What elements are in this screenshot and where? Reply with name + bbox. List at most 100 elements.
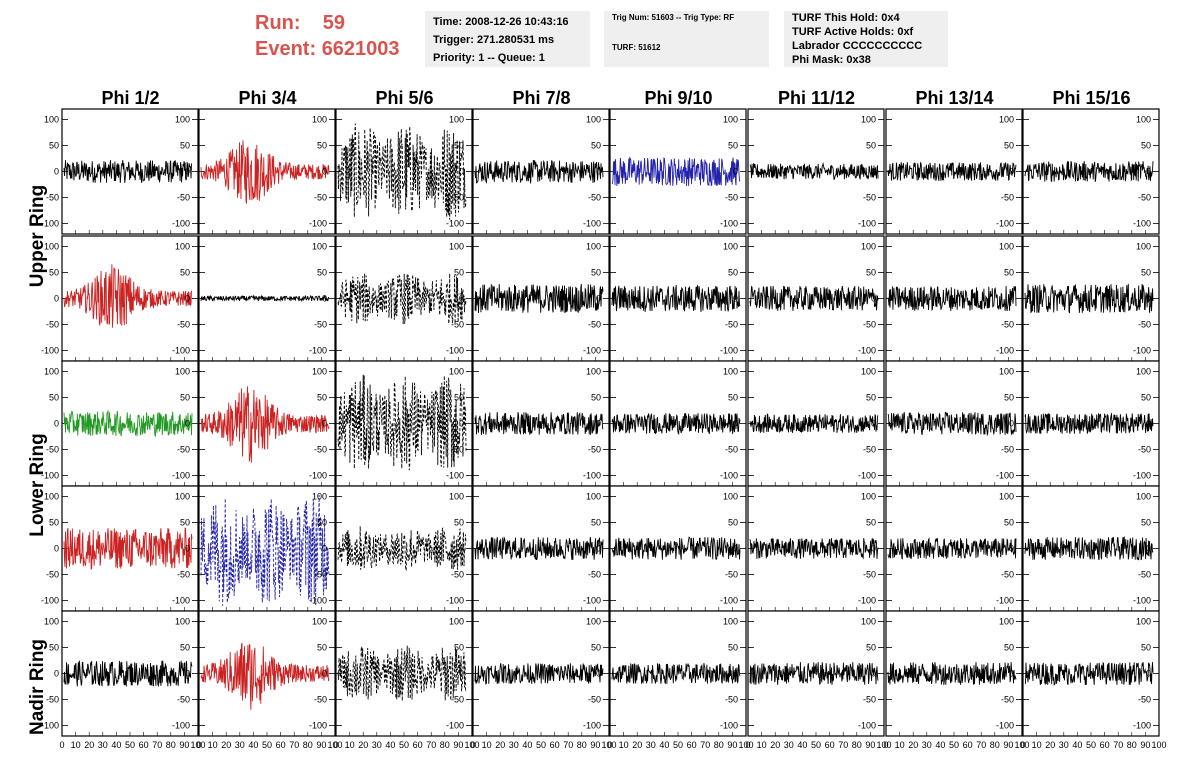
y-tick-r1-c1-2: 0: [185, 167, 190, 177]
y-tick-r4-c1-0: 100: [175, 491, 190, 501]
waveform-r5-c7: [887, 662, 1017, 685]
waveform-r4-c7: [887, 537, 1017, 560]
y-tick-r3-c6-3: -50: [863, 445, 876, 455]
y-tick-r3-c3-3: -50: [451, 445, 464, 455]
panel-r5-c5: [609, 610, 747, 737]
y-tick-r1-c7-1: 50: [1004, 140, 1014, 150]
waveform-r5-c2: [200, 642, 330, 710]
x-tick-c6-7: 70: [838, 740, 848, 750]
y-tick-r2-c1-3: -50: [177, 320, 190, 330]
x-tick-c5-5: 50: [673, 740, 683, 750]
y-tick-r5-c7-4: -100: [996, 721, 1014, 731]
y-tick-r1-c8-0: 100: [1136, 114, 1151, 124]
x-tick-c1-7: 70: [152, 740, 162, 750]
y-tick-r3-c3-4: -100: [446, 471, 464, 481]
x-tick-c1-0: 0: [59, 740, 64, 750]
panel-r3-c1: [61, 360, 199, 487]
panel-r1-c2: [198, 108, 336, 235]
x-tick-c4-3: 30: [509, 740, 519, 750]
y-tick-r5-c3-1: 50: [454, 642, 464, 652]
event-row: Event: 6621003: [255, 36, 400, 62]
y-tick-r1-c4-2: 0: [596, 167, 601, 177]
y-tick-r4-c6-4: -100: [858, 596, 876, 606]
y-tick-r3-c1-2: 0: [185, 419, 190, 429]
y-tick-left-r1-4: -100: [41, 219, 59, 229]
y-tick-r1-c7-4: -100: [996, 219, 1014, 229]
panel-r2-c5: [609, 235, 747, 362]
y-tick-r2-c7-1: 50: [1004, 267, 1014, 277]
x-tick-c5-8: 80: [714, 740, 724, 750]
run-value: 59: [322, 12, 346, 34]
x-tick-c8-3: 30: [1059, 740, 1069, 750]
y-tick-r4-c5-2: 0: [733, 544, 738, 554]
y-tick-left-r5-0: 100: [44, 616, 59, 626]
y-tick-r2-c2-2: 0: [322, 294, 327, 304]
panel-r4-c6: [747, 485, 885, 612]
y-tick-r3-c8-0: 100: [1136, 366, 1151, 376]
y-tick-r4-c6-3: -50: [863, 570, 876, 580]
panel-r4-c5: [609, 485, 747, 612]
y-tick-left-r2-2: 0: [54, 294, 59, 304]
y-tick-r2-c6-2: 0: [871, 294, 876, 304]
y-tick-r3-c4-1: 50: [591, 392, 601, 402]
panel-r3-c3: [335, 360, 473, 487]
y-tick-r2-c8-1: 50: [1141, 267, 1151, 277]
panel-r5-c1: [61, 610, 199, 737]
y-tick-left-r4-2: 0: [54, 544, 59, 554]
panel-r2-c2: [198, 235, 336, 362]
y-tick-r3-c2-2: 0: [322, 419, 327, 429]
y-tick-r5-c5-1: 50: [728, 642, 738, 652]
y-tick-r5-c5-0: 100: [723, 616, 738, 626]
time-line: Time: 2008-12-26 10:43:16: [433, 16, 569, 28]
y-tick-r1-c8-2: 0: [1146, 167, 1151, 177]
y-tick-r1-c1-3: -50: [177, 193, 190, 203]
y-tick-r1-c4-3: -50: [588, 193, 601, 203]
y-tick-r5-c1-1: 50: [180, 642, 190, 652]
y-tick-r5-c5-3: -50: [725, 695, 738, 705]
y-tick-r3-c1-3: -50: [177, 445, 190, 455]
x-tick-c2-0: 0: [196, 740, 201, 750]
x-tick-c1-4: 40: [111, 740, 121, 750]
y-tick-r5-c1-2: 0: [185, 669, 190, 679]
y-tick-r4-c7-2: 0: [1009, 544, 1014, 554]
x-tick-c7-7: 70: [976, 740, 986, 750]
phi-mask-line: Phi Mask: 0x38: [792, 54, 871, 66]
x-tick-c4-7: 70: [563, 740, 573, 750]
waveform-r4-c8: [1024, 536, 1154, 561]
y-tick-r5-c6-0: 100: [861, 616, 876, 626]
y-tick-r3-c7-2: 0: [1009, 419, 1014, 429]
y-tick-left-r1-2: 0: [54, 167, 59, 177]
y-tick-r2-c6-1: 50: [866, 267, 876, 277]
y-tick-r4-c2-4: -100: [309, 596, 327, 606]
x-tick-c1-9: 90: [179, 740, 189, 750]
waveform-r1-c5: [611, 156, 741, 187]
waveform-r4-c1: [63, 527, 193, 570]
y-tick-r2-c8-0: 100: [1136, 241, 1151, 251]
y-tick-r5-c2-2: 0: [322, 669, 327, 679]
priority-line: Priority: 1 -- Queue: 1: [433, 52, 545, 64]
y-tick-left-r3-4: -100: [41, 471, 59, 481]
x-tick-c3-3: 30: [372, 740, 382, 750]
y-tick-r5-c4-0: 100: [586, 616, 601, 626]
y-tick-r5-c4-2: 0: [596, 669, 601, 679]
panel-r3-c8: [1022, 360, 1160, 487]
y-tick-r1-c3-1: 50: [454, 140, 464, 150]
x-tick-c5-9: 90: [727, 740, 737, 750]
panel-r1-c1: [61, 108, 199, 235]
y-tick-r3-c5-1: 50: [728, 392, 738, 402]
x-tick-c3-8: 80: [440, 740, 450, 750]
y-tick-r5-c1-0: 100: [175, 616, 190, 626]
y-tick-r1-c1-1: 50: [180, 140, 190, 150]
y-tick-r3-c2-3: -50: [314, 445, 327, 455]
y-tick-left-r1-3: -50: [46, 193, 59, 203]
y-tick-r1-c5-1: 50: [728, 140, 738, 150]
y-tick-r4-c5-4: -100: [720, 596, 738, 606]
waveform-r2-c1: [63, 264, 193, 328]
y-tick-r5-c1-3: -50: [177, 695, 190, 705]
y-tick-r3-c3-0: 100: [449, 366, 464, 376]
x-tick-c8-6: 60: [1100, 740, 1110, 750]
y-tick-r2-c7-4: -100: [996, 346, 1014, 356]
y-tick-r1-c3-2: 0: [459, 167, 464, 177]
waveform-r1-c3: [337, 123, 467, 220]
y-tick-r3-c7-1: 50: [1004, 392, 1014, 402]
